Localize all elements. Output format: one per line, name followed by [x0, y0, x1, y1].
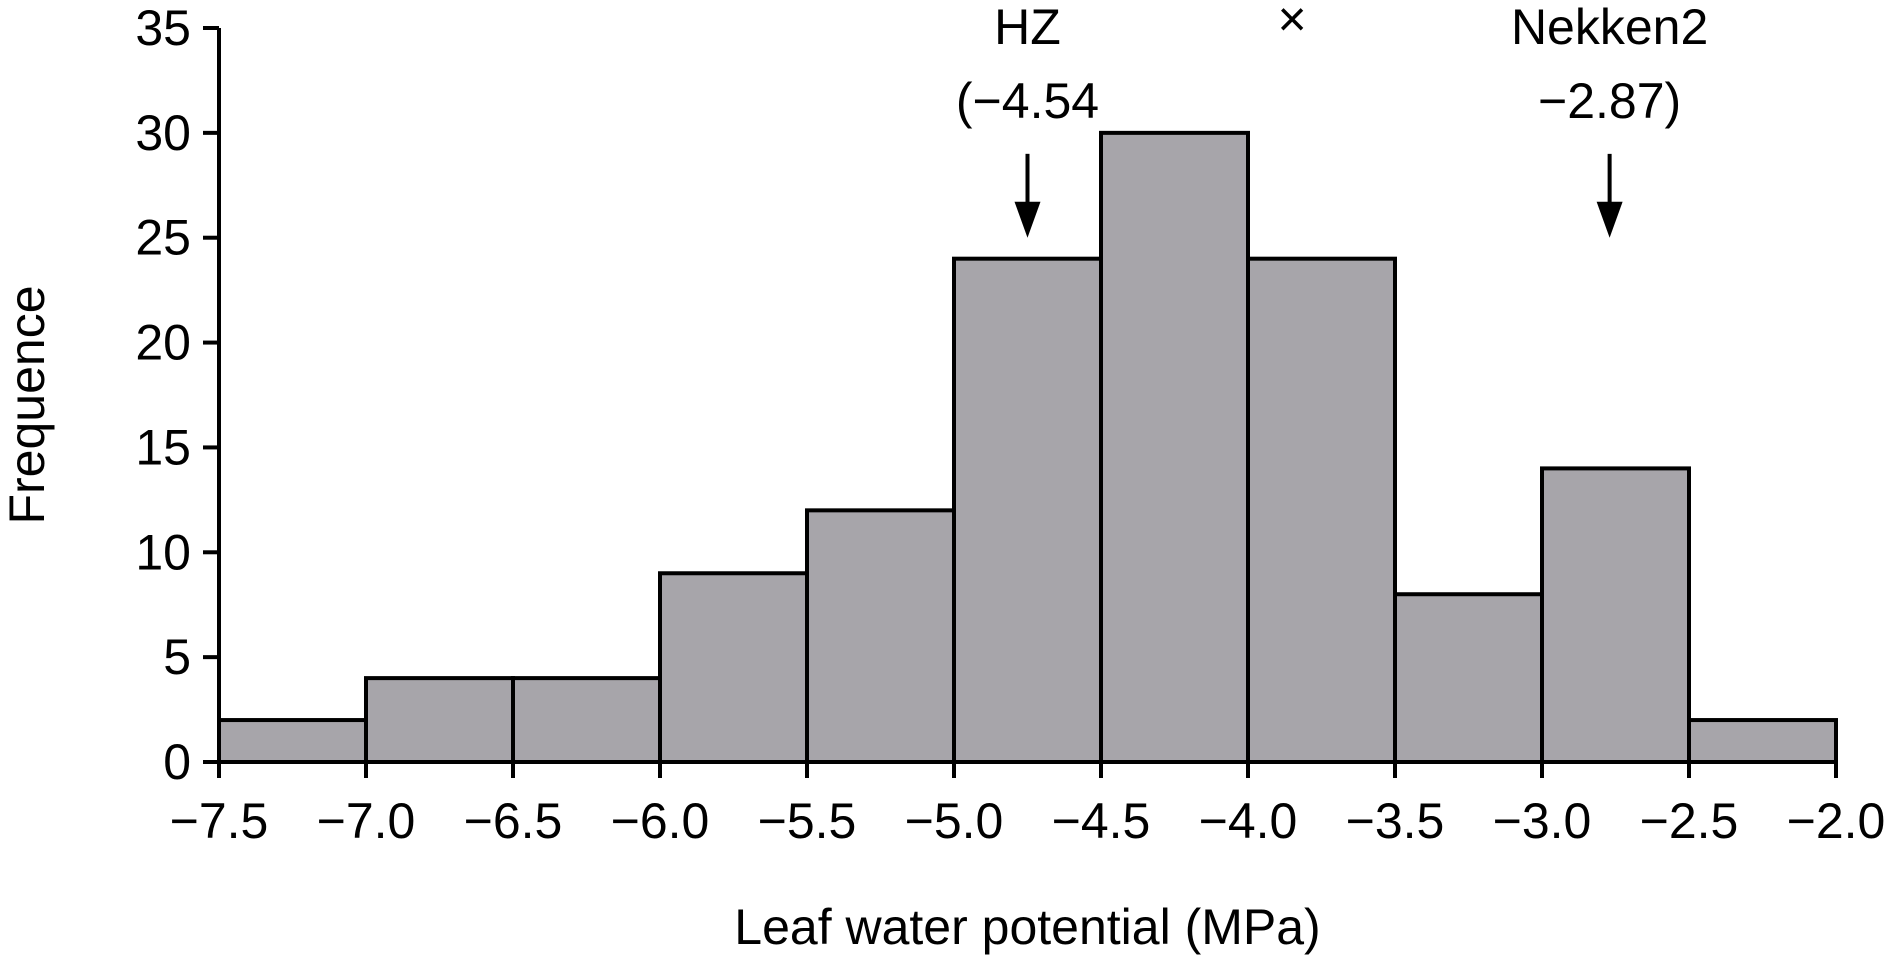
y-tick-label-0: 0	[163, 734, 191, 790]
x-axis-title: Leaf water potential (MPa)	[734, 899, 1320, 955]
x-tick-label-8: −3.5	[1346, 793, 1445, 849]
annotation-cross-line-0: ×	[1277, 0, 1306, 47]
annotation-hz-line-0: HZ	[994, 0, 1061, 55]
x-tick-label-10: −2.5	[1640, 793, 1739, 849]
y-tick-label-1: 5	[163, 629, 191, 685]
x-tick-label-5: −5.0	[905, 793, 1004, 849]
bar-3	[658, 571, 809, 764]
bar-5	[952, 256, 1103, 764]
y-tick-label-2: 10	[135, 524, 191, 580]
annotation-hz-arrow-icon	[1014, 201, 1041, 238]
annotations: HZ (−4.54 × Nekken2 −2.87)	[956, 0, 1708, 238]
y-axis-title: Frequence	[0, 285, 55, 524]
bar-10	[1687, 718, 1838, 764]
y-tick-label-4: 20	[135, 315, 191, 371]
annotation-nekken2-line-0: Nekken2	[1511, 0, 1708, 55]
x-tick-label-9: −3.0	[1493, 793, 1592, 849]
annotation-nekken2-line-1: −2.87)	[1538, 73, 1681, 129]
y-axis: 0 5 10 15 20 25 30 35	[135, 0, 221, 790]
bar-6	[1099, 130, 1250, 765]
bar-2	[511, 676, 662, 764]
x-tick-label-7: −4.0	[1199, 793, 1298, 849]
x-tick-label-2: −6.5	[464, 793, 563, 849]
annotation-nekken2-arrow-icon	[1596, 201, 1623, 238]
y-tick-label-3: 15	[135, 419, 191, 475]
y-tick-label-5: 25	[135, 210, 191, 266]
x-tick-label-4: −5.5	[758, 793, 857, 849]
y-tick-label-6: 30	[135, 105, 191, 161]
x-tick-label-6: −4.5	[1052, 793, 1151, 849]
annotation-hz-line-1: (−4.54	[956, 73, 1099, 129]
histogram-bars	[217, 130, 1838, 765]
x-tick-label-0: −7.5	[170, 793, 269, 849]
x-tick-label-11: −2.0	[1787, 793, 1886, 849]
bar-4	[805, 508, 956, 765]
x-axis: −7.5 −7.0 −6.5 −6.0 −5.5 −5.0 −4.5 −4.0 −3.5 −3.0…	[170, 760, 1886, 849]
x-tick-label-3: −6.0	[611, 793, 710, 849]
bar-0	[217, 718, 368, 764]
bar-1	[364, 676, 515, 764]
x-tick-label-1: −7.0	[317, 793, 416, 849]
bar-8	[1393, 592, 1544, 764]
bar-9	[1540, 466, 1691, 764]
bar-7	[1246, 256, 1397, 764]
y-tick-label-7: 35	[135, 0, 191, 56]
